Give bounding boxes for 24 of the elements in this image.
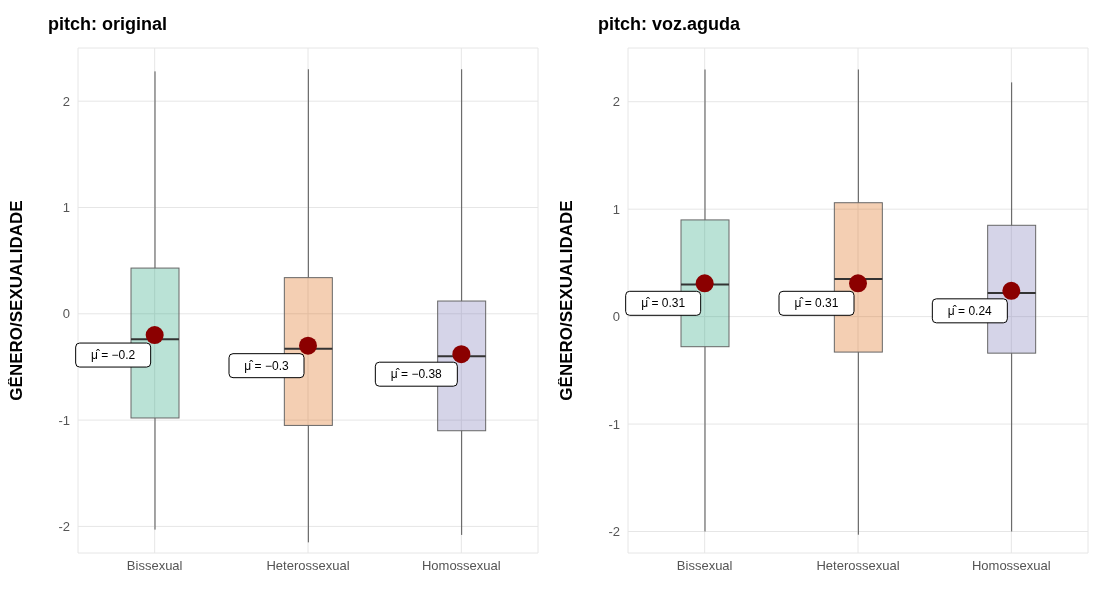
x-tick-label: Homossexual <box>421 558 501 574</box>
annotation: μ̂ = 0.31 <box>794 296 839 311</box>
annotation: μ̂ = −0.3 <box>244 358 289 373</box>
y-tick-label: -2 <box>608 524 620 540</box>
annotation: μ̂ = −0.2 <box>91 348 136 363</box>
y-tick-label: 2 <box>612 94 620 110</box>
x-tick-label: Heterossexual <box>816 558 900 574</box>
annotation: μ̂ = −0.38 <box>390 367 443 382</box>
y-tick-label: 2 <box>62 93 70 109</box>
chart-title: pitch: original <box>48 14 167 35</box>
chart-title: pitch: voz.aguda <box>598 14 741 35</box>
y-tick-label: 0 <box>612 309 620 325</box>
y-tick-label: -1 <box>608 416 620 432</box>
x-tick-label: Homossexual <box>971 558 1051 574</box>
x-tick-label: Bissexual <box>126 558 183 574</box>
x-tick-label: Heterossexual <box>266 558 350 574</box>
x-tick-label: Bissexual <box>676 558 733 574</box>
y-tick-label: -2 <box>58 519 70 535</box>
y-tick-label: 1 <box>62 200 70 216</box>
annotation: μ̂ = 0.24 <box>947 303 993 318</box>
annotation: μ̂ = 0.31 <box>641 296 686 311</box>
y-tick-label: 1 <box>612 201 620 217</box>
y-tick-label: -1 <box>58 412 70 428</box>
y-tick-label: 0 <box>62 306 70 322</box>
